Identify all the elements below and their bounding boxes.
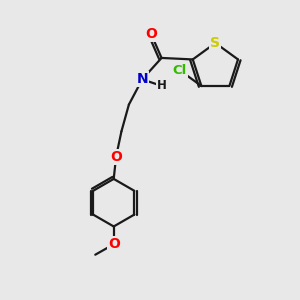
- Text: S: S: [210, 36, 220, 50]
- Text: O: O: [145, 27, 157, 41]
- Text: Cl: Cl: [172, 64, 187, 77]
- Text: H: H: [157, 80, 166, 92]
- Text: N: N: [136, 72, 148, 86]
- Text: O: O: [110, 150, 122, 164]
- Text: O: O: [108, 237, 120, 251]
